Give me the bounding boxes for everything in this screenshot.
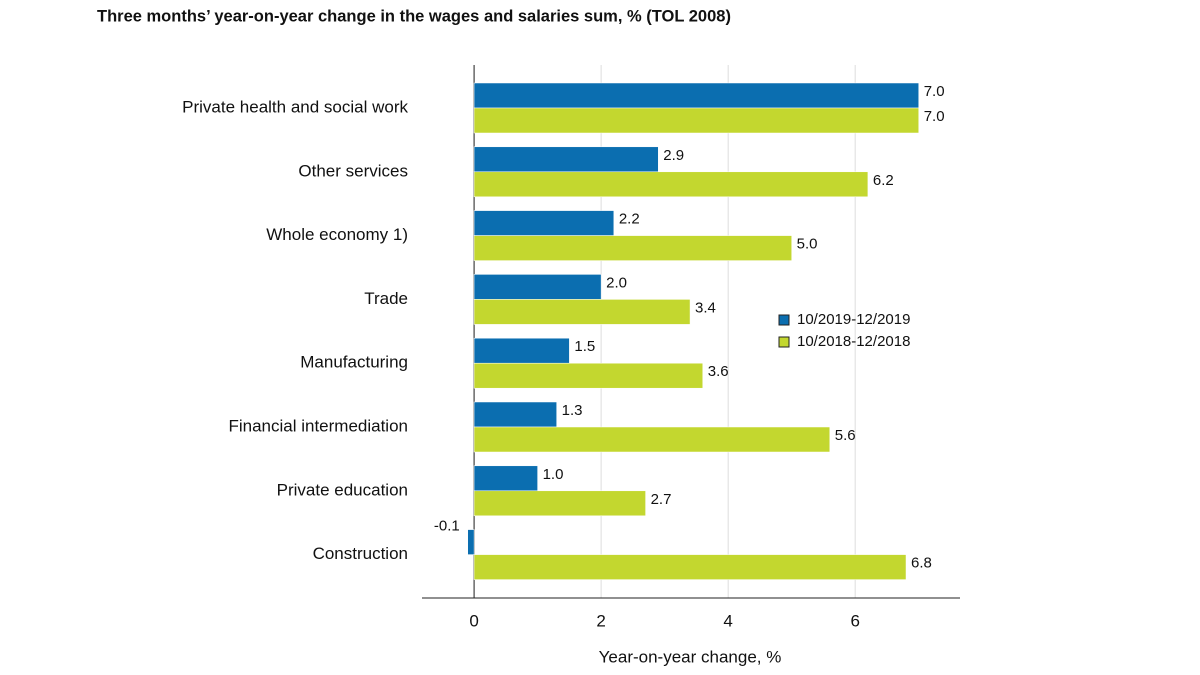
bar — [473, 171, 869, 198]
bar — [473, 146, 659, 173]
value-label: 1.3 — [562, 402, 583, 419]
value-label: 6.2 — [873, 172, 894, 189]
value-label: 2.9 — [663, 147, 684, 164]
value-label: 6.8 — [911, 555, 932, 572]
value-label: 5.0 — [797, 236, 818, 253]
x-tick-label: 0 — [469, 611, 478, 630]
y-tick-label: Private health and social work — [182, 97, 408, 116]
value-label: 3.6 — [708, 363, 729, 380]
value-label: 2.2 — [619, 211, 640, 228]
bar — [473, 235, 792, 261]
legend-label: 10/2019-12/2019 — [797, 311, 910, 328]
value-label: 7.0 — [924, 108, 945, 125]
x-tick-label: 6 — [850, 611, 859, 630]
chart-title: Three months’ year-on-year change in the… — [97, 7, 731, 25]
bar — [473, 274, 602, 300]
bar — [473, 299, 691, 325]
bar — [473, 490, 646, 517]
value-label: 2.7 — [651, 491, 672, 508]
y-tick-label: Private education — [277, 480, 408, 499]
bar — [473, 554, 907, 580]
value-label: 2.0 — [606, 274, 627, 291]
bar — [473, 82, 919, 109]
y-tick-label: Financial intermediation — [228, 416, 408, 435]
value-label: 7.0 — [924, 83, 945, 100]
value-label: -0.1 — [434, 518, 460, 535]
x-axis-label: Year-on-year change, % — [599, 647, 782, 666]
y-tick-label: Trade — [364, 289, 408, 308]
bar — [473, 107, 919, 134]
bar — [473, 426, 831, 453]
bar — [473, 210, 615, 236]
bar — [473, 337, 570, 364]
legend-swatch — [778, 336, 790, 348]
y-tick-label: Manufacturing — [300, 353, 408, 372]
x-tick-label: 2 — [596, 611, 605, 630]
legend-label: 10/2018-12/2018 — [797, 333, 910, 350]
value-label: 1.5 — [574, 338, 595, 355]
y-tick-label: Whole economy 1) — [266, 225, 408, 244]
y-tick-label: Construction — [313, 544, 408, 563]
value-label: 5.6 — [835, 427, 856, 444]
bar — [467, 529, 475, 555]
legend-swatch — [778, 314, 790, 326]
x-tick-label: 4 — [723, 611, 732, 630]
value-label: 1.0 — [543, 466, 564, 483]
bar — [473, 465, 538, 492]
bar — [473, 362, 704, 389]
y-tick-label: Other services — [298, 161, 408, 180]
value-label: 3.4 — [695, 299, 716, 316]
bar — [473, 401, 557, 428]
